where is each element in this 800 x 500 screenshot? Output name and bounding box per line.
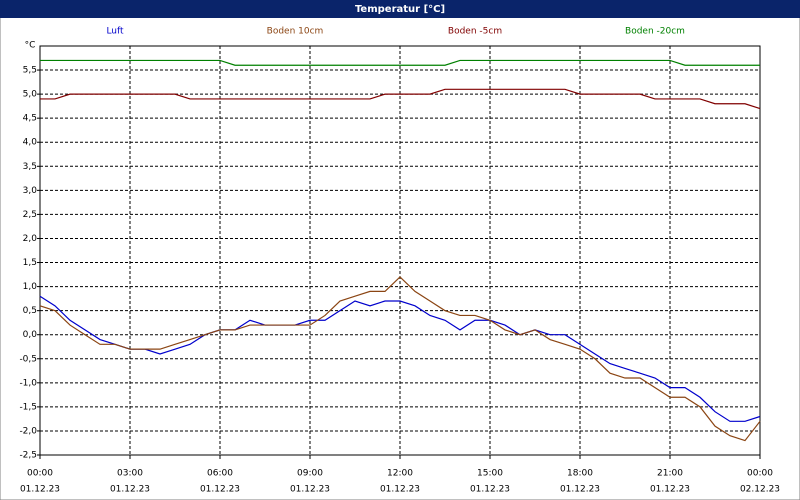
y-tick-label: 0,5: [23, 306, 37, 316]
y-unit: °C: [25, 41, 36, 51]
x-tick-label: 00:00: [27, 469, 53, 479]
y-tick-label: -1,0: [19, 378, 37, 388]
x-tick-date: 01.12.23: [470, 485, 510, 495]
chart-title: Temperatur [°C]: [355, 4, 445, 15]
legend-entry: Boden -5cm: [448, 27, 502, 37]
y-tick-label: 3,5: [23, 162, 37, 172]
y-tick-label: 2,5: [23, 210, 37, 220]
y-tick-label: 5,5: [23, 66, 37, 76]
x-tick-label: 15:00: [477, 469, 503, 479]
x-tick-label: 12:00: [387, 469, 413, 479]
x-tick-label: 09:00: [297, 469, 323, 479]
series-line: [39, 295, 761, 422]
x-tick-date: 01.12.23: [380, 485, 420, 495]
x-tick-label: 03:00: [117, 469, 143, 479]
legend-entry: Luft: [106, 27, 124, 37]
x-tick-label: 21:00: [657, 469, 683, 479]
x-tick-date: 01.12.23: [200, 485, 240, 495]
x-tick-date: 01.12.23: [290, 485, 330, 495]
x-tick-date: 01.12.23: [110, 485, 150, 495]
y-tick-label: 5,0: [23, 90, 38, 100]
y-tick-label: -0,5: [19, 354, 37, 364]
y-tick-label: 3,0: [23, 186, 38, 196]
x-tick-label: 00:00: [747, 469, 773, 479]
y-tick-label: -1,5: [19, 402, 37, 412]
y-tick-label: -2,5: [19, 451, 37, 461]
x-tick-label: 18:00: [567, 469, 593, 479]
x-tick-date: 01.12.23: [560, 485, 600, 495]
series-line: [39, 276, 761, 442]
y-tick-label: 4,5: [23, 114, 37, 124]
y-tick-label: 4,0: [23, 138, 38, 148]
x-tick-date: 01.12.23: [650, 485, 690, 495]
x-tick-date: 01.12.23: [20, 485, 60, 495]
series-line: [40, 59, 760, 66]
y-tick-label: -2,0: [19, 426, 37, 436]
y-tick-label: 1,0: [23, 282, 38, 292]
series-line: [40, 88, 761, 110]
y-tick-label: 2,0: [23, 234, 38, 244]
title-bar: [0, 0, 800, 18]
x-tick-label: 06:00: [207, 469, 233, 479]
legend-entry: Boden 10cm: [267, 27, 324, 37]
x-tick-date: 02.12.23: [740, 485, 780, 495]
y-tick-label: 0,0: [23, 330, 38, 340]
y-tick-label: 1,5: [23, 258, 37, 268]
legend-entry: Boden -20cm: [625, 27, 685, 37]
